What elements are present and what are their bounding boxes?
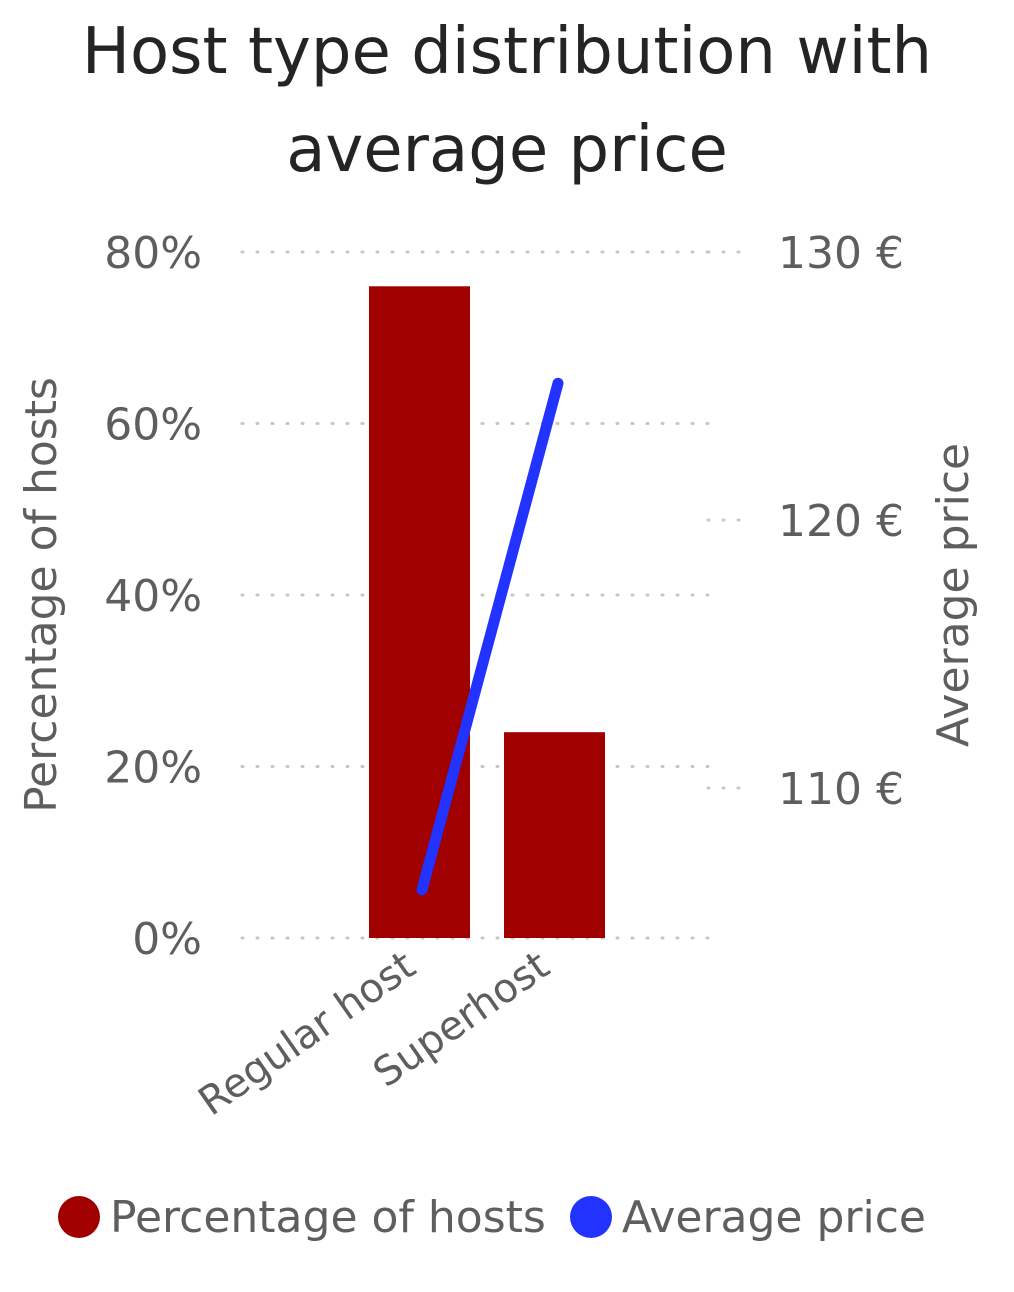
chart-title-line-2: average price (286, 113, 728, 187)
y-tick-label: 40% (104, 571, 202, 622)
line-average-price (416, 377, 564, 896)
x-tick-label: Regular host (191, 943, 424, 1126)
chart-title-line-1: Host type distribution with (81, 15, 933, 89)
y-tick-label: 60% (104, 400, 202, 451)
bar-regular-host (369, 286, 470, 938)
legend-marker-percentage (58, 1196, 100, 1238)
y-tick-label: 0% (132, 914, 202, 965)
legend-item-percentage[interactable]: Percentage of hosts (58, 1192, 546, 1243)
legend-label-average-price: Average price (621, 1191, 926, 1243)
y2-tick-label: 120 € (778, 496, 904, 547)
legend: Percentage of hosts Average price (58, 1190, 950, 1244)
y-tick-label: 80% (104, 228, 202, 279)
y2-tick-label: 130 € (778, 228, 904, 279)
bar-superhost (504, 732, 605, 938)
legend-marker-average-price (569, 1196, 612, 1238)
y2-axis-label: Average price (928, 443, 979, 747)
legend-item-average-price[interactable]: Average price (569, 1191, 926, 1243)
legend-label-percentage: Percentage of hosts (110, 1191, 546, 1243)
y2-tick-label: 110 € (778, 764, 904, 815)
y-axis-label: Percentage of hosts (16, 377, 67, 813)
y-tick-label: 20% (104, 743, 202, 794)
